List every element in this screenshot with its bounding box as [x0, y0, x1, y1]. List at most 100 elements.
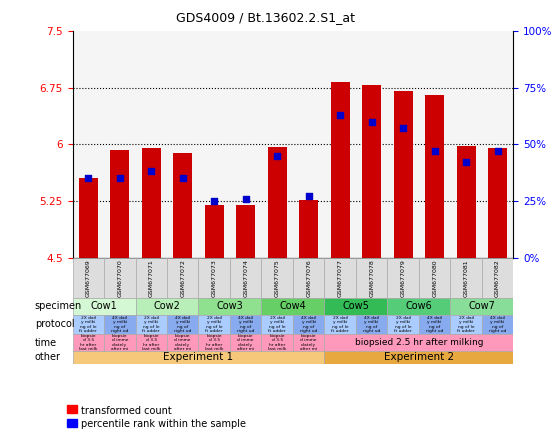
Text: protocol: protocol	[35, 319, 74, 329]
Text: GSM677076: GSM677076	[306, 259, 311, 297]
Text: GSM677070: GSM677070	[117, 259, 122, 297]
Text: GSM677074: GSM677074	[243, 259, 248, 297]
Text: biopsie
d 3.5
hr after
last milk: biopsie d 3.5 hr after last milk	[79, 334, 98, 351]
Bar	[488, 148, 507, 258]
Text: Experiment 2: Experiment 2	[384, 353, 454, 362]
Point	[336, 111, 345, 119]
Bar	[331, 82, 350, 258]
Text: Experiment 1: Experiment 1	[163, 353, 234, 362]
Text: 2X dail
y milki
ng of le
ft udder: 2X dail y milki ng of le ft udder	[458, 316, 475, 333]
Bar	[450, 298, 513, 314]
Point	[210, 198, 219, 205]
Bar	[262, 298, 324, 314]
Text: GSM677073: GSM677073	[211, 259, 217, 297]
Point	[493, 147, 502, 155]
Bar	[456, 146, 475, 258]
Bar	[356, 314, 387, 334]
Point	[147, 168, 156, 175]
Text: specimen: specimen	[35, 301, 82, 311]
Bar	[236, 206, 255, 258]
Point	[273, 152, 282, 159]
Bar	[110, 151, 129, 258]
Bar	[450, 258, 482, 298]
Bar	[324, 258, 356, 298]
Bar	[482, 258, 513, 298]
Bar	[262, 334, 293, 351]
Text: 2X dail
y milki
ng of le
ft udder: 2X dail y milki ng of le ft udder	[331, 316, 349, 333]
Point	[241, 195, 250, 202]
Point	[304, 193, 313, 200]
Bar	[268, 147, 287, 258]
Bar	[199, 298, 262, 314]
Text: Cow7: Cow7	[468, 301, 496, 311]
Text: GSM677079: GSM677079	[401, 259, 406, 297]
Bar	[136, 298, 199, 314]
Point	[461, 159, 470, 166]
Text: 2X dail
y milki
ng of le
ft udder: 2X dail y milki ng of le ft udder	[268, 316, 286, 333]
Point	[398, 125, 407, 132]
Text: 4X dail
y milki
ng of
right ud: 4X dail y milki ng of right ud	[363, 316, 381, 333]
Bar	[293, 314, 324, 334]
Bar	[419, 258, 450, 298]
Text: 4X dail
y milki
ng of
right ud: 4X dail y milki ng of right ud	[300, 316, 318, 333]
Text: GSM677075: GSM677075	[275, 259, 280, 297]
Bar	[136, 314, 167, 334]
Bar	[79, 178, 98, 258]
Text: transformed count: transformed count	[81, 406, 172, 416]
Bar	[425, 95, 444, 258]
Bar	[362, 85, 381, 258]
Text: 4X dail
y milki
ng of
right ud: 4X dail y milki ng of right ud	[237, 316, 254, 333]
Text: GSM677069: GSM677069	[86, 259, 91, 297]
Bar	[73, 258, 104, 298]
Text: GSM677081: GSM677081	[464, 259, 469, 297]
Text: biopsie
d 3.5
hr after
last milk: biopsie d 3.5 hr after last milk	[142, 334, 161, 351]
Bar	[73, 298, 136, 314]
Bar	[299, 200, 318, 258]
Bar	[104, 314, 136, 334]
Text: percentile rank within the sample: percentile rank within the sample	[81, 419, 246, 429]
Bar	[387, 314, 419, 334]
Bar	[167, 334, 199, 351]
Bar	[387, 258, 419, 298]
Text: 2X dail
y milki
ng of le
ft udder: 2X dail y milki ng of le ft udder	[142, 316, 160, 333]
Text: biopsie
d 3.5
hr after
last milk: biopsie d 3.5 hr after last milk	[268, 334, 286, 351]
Bar	[324, 351, 513, 364]
Bar	[262, 258, 293, 298]
Bar	[230, 314, 262, 334]
Text: biopsied 2.5 hr after milking: biopsied 2.5 hr after milking	[355, 338, 483, 347]
Bar	[199, 314, 230, 334]
Bar	[104, 334, 136, 351]
Text: time: time	[35, 337, 57, 348]
Bar	[136, 258, 167, 298]
Text: 2X dail
y milki
ng of le
ft udder: 2X dail y milki ng of le ft udder	[205, 316, 223, 333]
Bar	[324, 314, 356, 334]
Bar	[482, 314, 513, 334]
Bar	[394, 91, 412, 258]
Text: biopsie
d imme
diately
after mi: biopsie d imme diately after mi	[237, 334, 254, 351]
Text: GSM677080: GSM677080	[432, 259, 437, 297]
Bar	[167, 314, 199, 334]
Bar	[293, 334, 324, 351]
Text: GSM677078: GSM677078	[369, 259, 374, 297]
Text: biopsie
d imme
diately
after mi: biopsie d imme diately after mi	[300, 334, 318, 351]
Bar	[324, 334, 513, 351]
Bar	[230, 334, 262, 351]
Text: biopsie
d 3.5
hr after
last milk: biopsie d 3.5 hr after last milk	[205, 334, 223, 351]
Text: 4X dail
y milki
ng of
right ud: 4X dail y milki ng of right ud	[426, 316, 443, 333]
Point	[179, 175, 187, 182]
Text: Cow4: Cow4	[280, 301, 306, 311]
Text: biopsie
d imme
diately
after mi: biopsie d imme diately after mi	[174, 334, 191, 351]
Text: 4X dail
y milki
ng of
right ud: 4X dail y milki ng of right ud	[174, 316, 191, 333]
Bar	[73, 314, 104, 334]
Text: biopsie
d imme
diately
after mi: biopsie d imme diately after mi	[111, 334, 128, 351]
Text: Cow5: Cow5	[343, 301, 369, 311]
Bar	[324, 298, 387, 314]
Bar	[142, 148, 161, 258]
Bar	[450, 314, 482, 334]
Bar	[262, 314, 293, 334]
Text: GSM677077: GSM677077	[338, 259, 343, 297]
Text: 4X dail
y milki
ng of
right ud: 4X dail y milki ng of right ud	[111, 316, 128, 333]
Bar	[205, 205, 224, 258]
Text: GSM677071: GSM677071	[149, 259, 154, 297]
Text: GSM677072: GSM677072	[180, 259, 185, 297]
